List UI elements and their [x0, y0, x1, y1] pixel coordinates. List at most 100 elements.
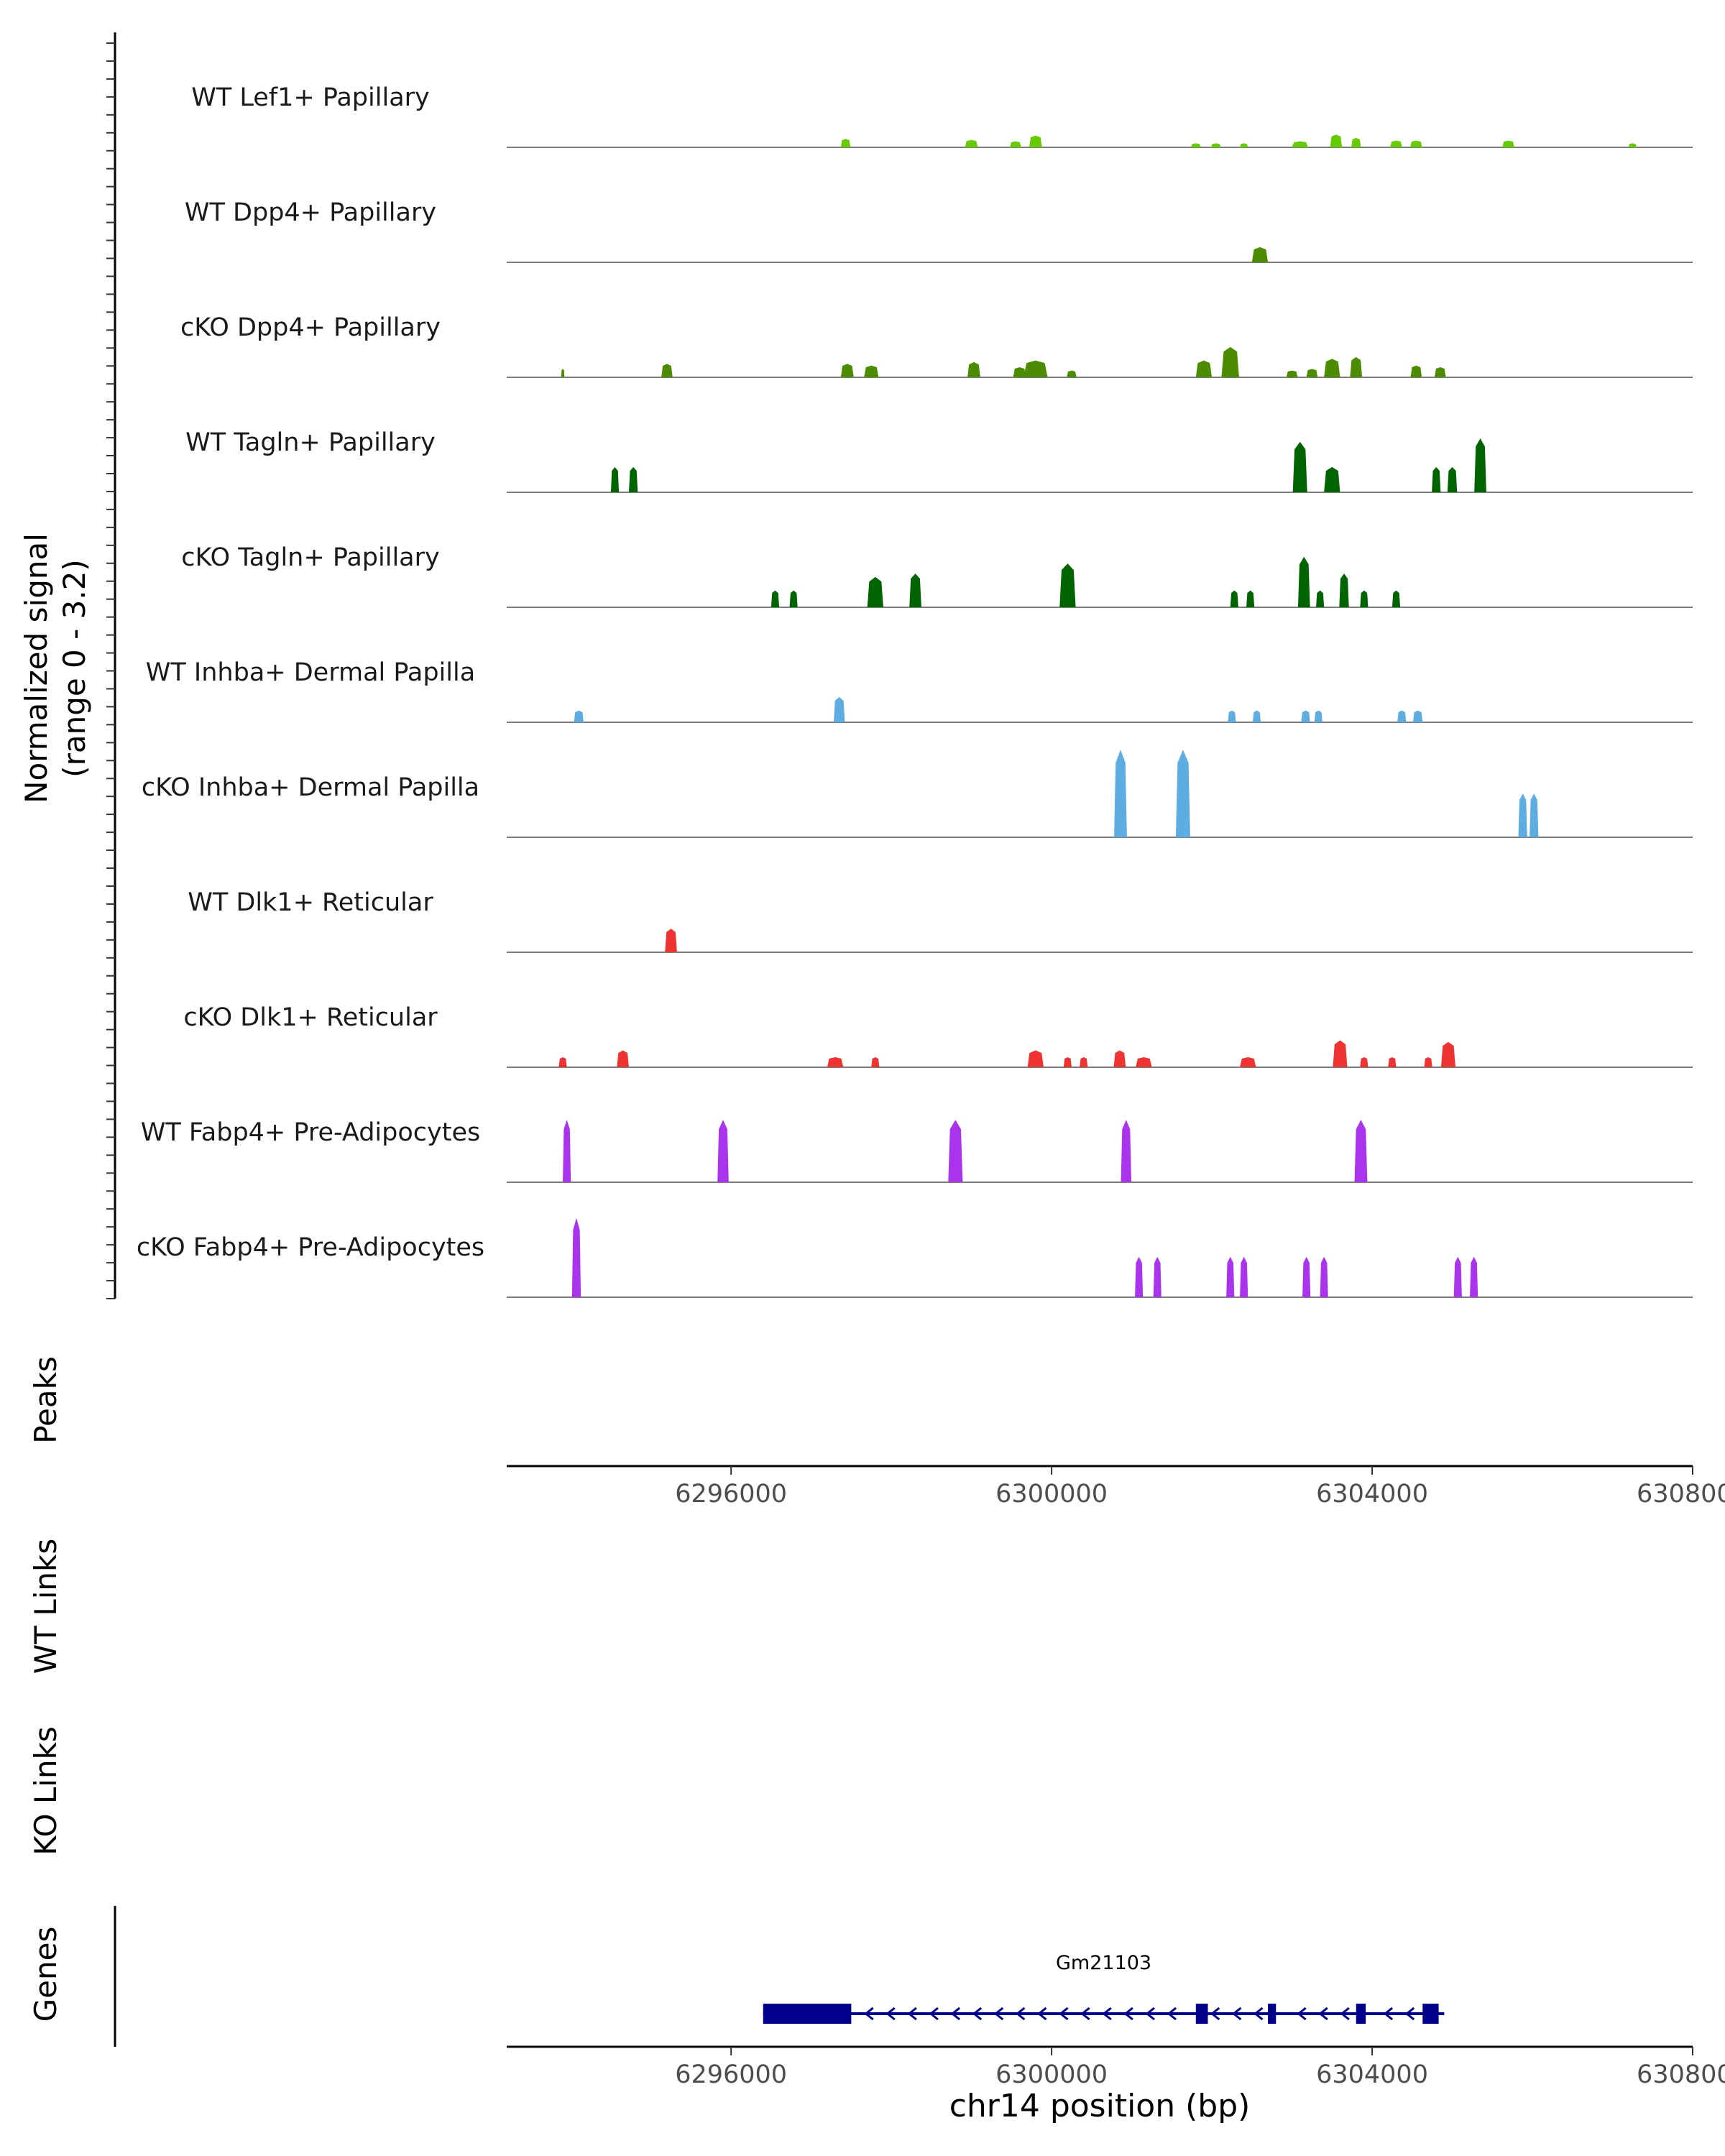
gene-exon	[763, 2004, 852, 2024]
coverage-peak	[1210, 143, 1221, 147]
coverage-track: WT Fabp4+ Pre-Adipocytes	[141, 1118, 1693, 1183]
coverage-peak	[1251, 247, 1269, 262]
coverage-track: WT Lef1+ Papillary	[191, 83, 1693, 148]
coverage-peak	[770, 590, 780, 607]
coverage-peak	[1339, 573, 1349, 607]
gene-strand-arrow	[1167, 2007, 1177, 2021]
track-label: WT Inhba+ Dermal Papilla	[146, 658, 475, 687]
coverage-peak	[665, 929, 677, 952]
track-label: WT Tagln+ Papillary	[185, 428, 436, 457]
track-label: WT Dpp4+ Papillary	[185, 198, 436, 227]
coverage-peak	[1314, 710, 1322, 722]
coverage-peak	[1354, 1120, 1368, 1182]
coverage-peak	[1114, 750, 1127, 837]
coverage-peak	[827, 1056, 844, 1067]
gene-strand-arrow	[993, 2007, 1004, 2021]
coverage-peak	[1440, 1041, 1455, 1067]
coverage-track: cKO Tagln+ Papillary	[181, 543, 1693, 608]
coverage-peak	[1252, 710, 1261, 722]
coverage-peak	[1286, 370, 1298, 377]
gene-strand-arrow	[1059, 2007, 1069, 2021]
coverage-peak	[558, 1056, 567, 1067]
track-label: cKO Tagln+ Papillary	[181, 543, 440, 572]
coverage-peak	[1470, 1256, 1478, 1297]
coverage-peak	[1474, 438, 1486, 492]
coverage-peak	[1195, 360, 1213, 377]
gene-strand-arrow	[1404, 2007, 1415, 2021]
coverage-peak	[789, 590, 798, 607]
gene-strand-arrow	[1102, 2007, 1112, 2021]
coverage-peak	[1175, 750, 1190, 837]
coverage-peak	[561, 369, 565, 377]
gene-strand-arrow	[972, 2007, 983, 2021]
coverage-peak	[571, 1217, 581, 1297]
x-tick-label: 6304000	[1316, 1480, 1428, 1508]
coverage-y-axis-label: Normalized signal	[19, 533, 54, 803]
gene-strand-arrow	[1383, 2007, 1394, 2021]
gene-strand-arrow	[1210, 2007, 1220, 2021]
gene-strand-arrow	[1232, 2007, 1242, 2021]
coverage-peak	[1226, 1256, 1235, 1297]
x-tick-label: 6300000	[995, 1480, 1108, 1508]
coverage-y-axis	[106, 32, 116, 1299]
peaks-panel-label: Peaks	[28, 1356, 63, 1444]
wt-links-panel-label: WT Links	[28, 1539, 63, 1674]
coverage-peak	[1246, 590, 1255, 607]
coverage-peak	[1135, 1256, 1144, 1297]
coverage-peak	[1435, 367, 1446, 377]
coverage-peak	[1230, 590, 1238, 607]
coverage-peak	[1388, 1056, 1397, 1067]
coverage-peak	[1302, 1256, 1311, 1297]
coverage-peak	[833, 696, 845, 722]
gene-strand-arrow	[886, 2007, 896, 2021]
gene-strand-arrow	[907, 2007, 917, 2021]
gene-model: Gm21103	[763, 1952, 1445, 2024]
gene-exon	[1268, 2004, 1276, 2024]
coverage-peak	[1518, 793, 1527, 837]
coverage-peak	[1306, 369, 1318, 377]
coverage-peak	[909, 573, 921, 607]
gene-exon	[1195, 2004, 1208, 2024]
coverage-peak	[1010, 141, 1021, 147]
coverage-track: cKO Inhba+ Dermal Papilla	[142, 750, 1693, 838]
coverage-peak	[1297, 556, 1310, 607]
coverage-peak	[1324, 359, 1340, 377]
coverage-peak	[610, 466, 620, 492]
coverage-peak	[661, 364, 673, 377]
coverage-peak	[1410, 140, 1422, 147]
coverage-peak	[1392, 590, 1401, 607]
track-label: cKO Dlk1+ Reticular	[183, 1003, 438, 1032]
track-label: cKO Dpp4+ Papillary	[180, 313, 441, 342]
coverage-peak	[1240, 143, 1248, 147]
x-tick-label: 6296000	[675, 1480, 787, 1508]
gene-name-label: Gm21103	[1056, 1952, 1151, 1974]
coverage-peak	[1301, 710, 1310, 722]
gene-strand-arrow	[1080, 2007, 1090, 2021]
coverage-track: cKO Fabp4+ Pre-Adipocytes	[137, 1217, 1693, 1298]
coverage-track: WT Dpp4+ Papillary	[185, 198, 1693, 263]
coverage-peak	[1432, 466, 1441, 492]
gene-exon	[1422, 2004, 1439, 2024]
coverage-peak	[1628, 143, 1637, 147]
track-label: WT Dlk1+ Reticular	[188, 888, 433, 917]
coverage-peak	[867, 576, 883, 607]
coverage-peak	[1024, 360, 1048, 377]
coverage-peak	[1330, 134, 1343, 147]
coverage-peak	[967, 361, 980, 377]
track-label: cKO Inhba+ Dermal Papilla	[142, 773, 479, 802]
coverage-peak	[1410, 365, 1422, 377]
coverage-peak	[574, 710, 584, 722]
coverage-peak	[1292, 441, 1307, 492]
gene-strand-arrow	[950, 2007, 961, 2021]
coverage-peak	[563, 1120, 571, 1182]
gene-strand-arrow	[1145, 2007, 1155, 2021]
coverage-track: cKO Dpp4+ Papillary	[180, 313, 1693, 378]
coverage-peak	[1080, 1056, 1088, 1067]
genes-panel-label: Genes	[28, 1927, 63, 2022]
coverage-peak	[1502, 140, 1514, 147]
coverage-tracks: WT Lef1+ Papillary WT Dpp4+ Papillary cKO …	[137, 83, 1693, 1298]
coverage-peak	[1292, 141, 1308, 147]
coverage-peak	[1360, 590, 1368, 607]
gene-strand-arrow	[1254, 2007, 1264, 2021]
